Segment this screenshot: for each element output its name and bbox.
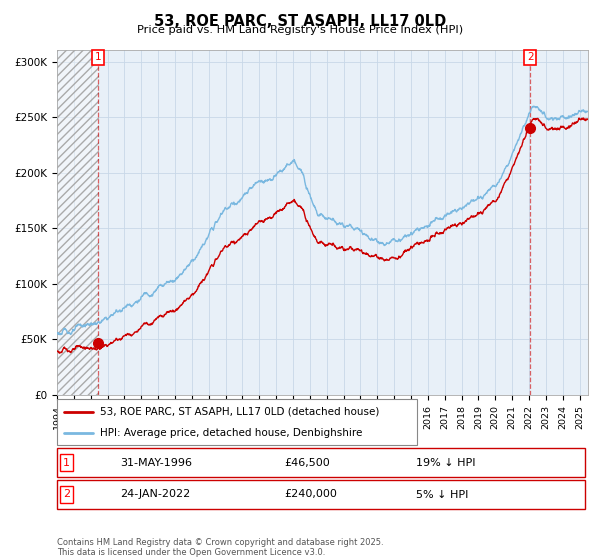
Text: 1: 1 — [63, 458, 70, 468]
Text: 19% ↓ HPI: 19% ↓ HPI — [416, 458, 476, 468]
Text: £240,000: £240,000 — [284, 489, 337, 500]
Text: 53, ROE PARC, ST ASAPH, LL17 0LD (detached house): 53, ROE PARC, ST ASAPH, LL17 0LD (detach… — [100, 407, 380, 417]
Text: Contains HM Land Registry data © Crown copyright and database right 2025.
This d: Contains HM Land Registry data © Crown c… — [57, 538, 383, 557]
Text: 31-MAY-1996: 31-MAY-1996 — [121, 458, 193, 468]
Text: 2: 2 — [63, 489, 70, 500]
Bar — [57, 50, 99, 395]
Text: HPI: Average price, detached house, Denbighshire: HPI: Average price, detached house, Denb… — [100, 428, 362, 438]
Bar — [57, 50, 99, 395]
Text: 1: 1 — [94, 52, 101, 62]
Text: 53, ROE PARC, ST ASAPH, LL17 0LD: 53, ROE PARC, ST ASAPH, LL17 0LD — [154, 14, 446, 29]
Text: 5% ↓ HPI: 5% ↓ HPI — [416, 489, 469, 500]
Text: 2: 2 — [527, 52, 533, 62]
Text: 24-JAN-2022: 24-JAN-2022 — [121, 489, 191, 500]
Text: Price paid vs. HM Land Registry's House Price Index (HPI): Price paid vs. HM Land Registry's House … — [137, 25, 463, 35]
Text: £46,500: £46,500 — [284, 458, 330, 468]
